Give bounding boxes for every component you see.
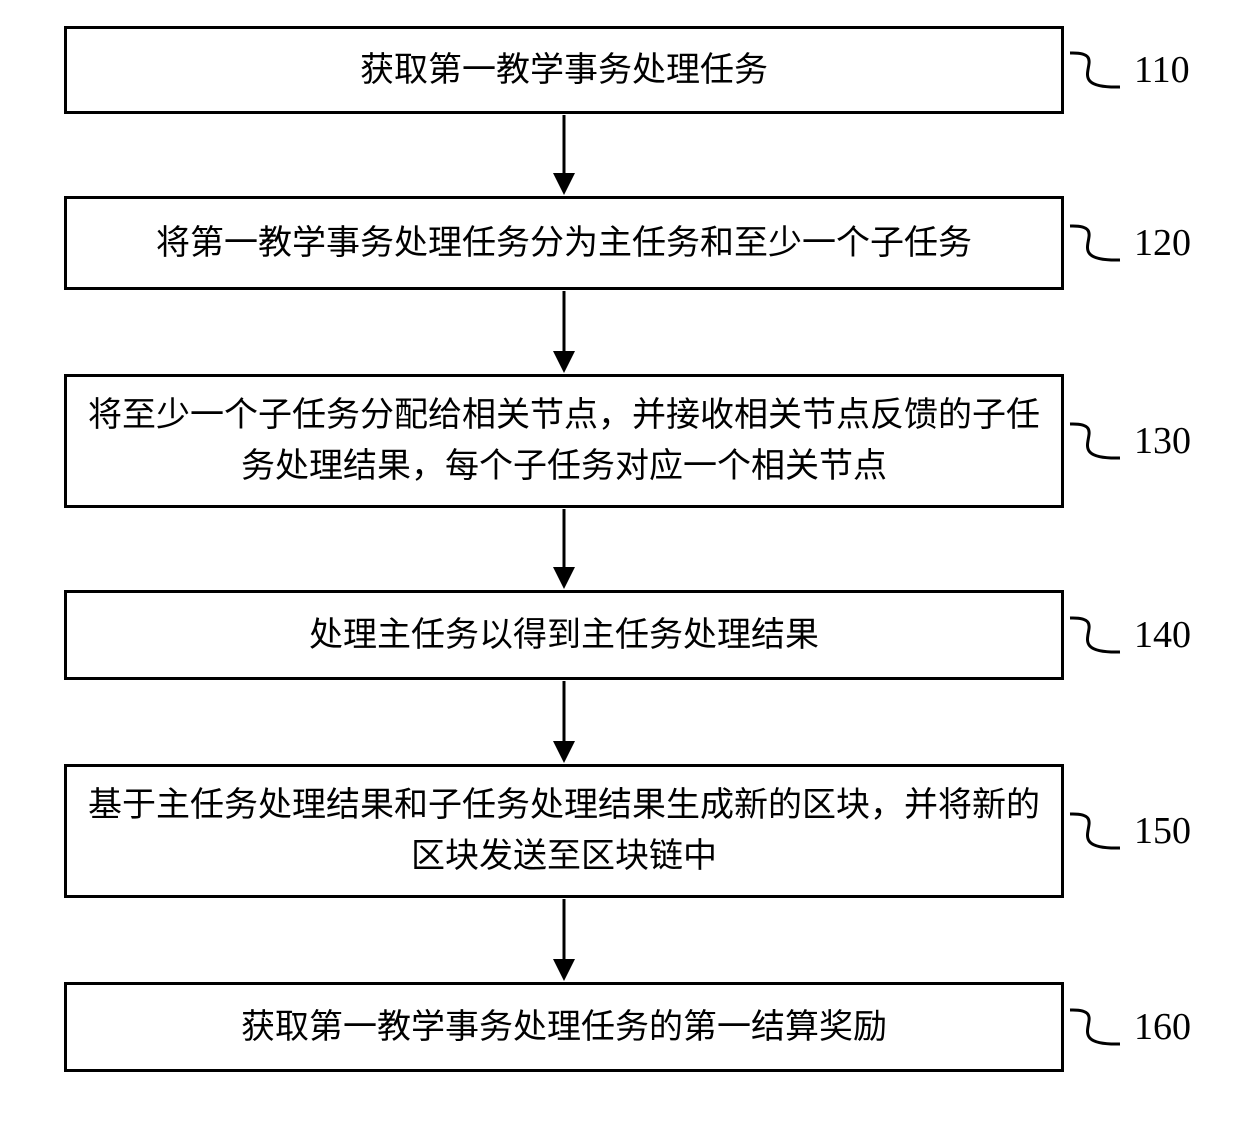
tilde-connector xyxy=(1070,814,1120,848)
tilde-connector xyxy=(1070,226,1120,260)
flow-step-label-s140: 140 xyxy=(1134,613,1191,657)
tilde-connector xyxy=(1070,424,1120,458)
flow-step-label-s150: 150 xyxy=(1134,809,1191,853)
flow-step-s130: 将至少一个子任务分配给相关节点，并接收相关节点反馈的子任务处理结果，每个子任务对… xyxy=(64,374,1064,508)
flow-step-s120: 将第一教学事务处理任务分为主任务和至少一个子任务 xyxy=(64,196,1064,290)
flow-step-text: 处理主任务以得到主任务处理结果 xyxy=(309,610,819,661)
tilde-connector xyxy=(1070,618,1120,652)
tilde-connector xyxy=(1070,1010,1120,1044)
flow-step-label-s130: 130 xyxy=(1134,419,1191,463)
flow-step-label-s120: 120 xyxy=(1134,221,1191,265)
flow-step-text: 将第一教学事务处理任务分为主任务和至少一个子任务 xyxy=(156,218,972,269)
flow-step-s140: 处理主任务以得到主任务处理结果 xyxy=(64,590,1064,680)
flowchart-overlay xyxy=(0,0,1240,1133)
flow-step-text: 获取第一教学事务处理任务 xyxy=(360,45,768,96)
flow-step-label-s160: 160 xyxy=(1134,1005,1191,1049)
flow-step-text: 基于主任务处理结果和子任务处理结果生成新的区块，并将新的区块发送至区块链中 xyxy=(87,780,1041,882)
flow-step-s150: 基于主任务处理结果和子任务处理结果生成新的区块，并将新的区块发送至区块链中 xyxy=(64,764,1064,898)
tilde-connector xyxy=(1070,53,1120,87)
flow-step-text: 将至少一个子任务分配给相关节点，并接收相关节点反馈的子任务处理结果，每个子任务对… xyxy=(87,390,1041,492)
flow-step-label-s110: 110 xyxy=(1134,48,1190,92)
flow-step-s160: 获取第一教学事务处理任务的第一结算奖励 xyxy=(64,982,1064,1072)
flow-step-s110: 获取第一教学事务处理任务 xyxy=(64,26,1064,114)
flow-step-text: 获取第一教学事务处理任务的第一结算奖励 xyxy=(241,1002,887,1053)
